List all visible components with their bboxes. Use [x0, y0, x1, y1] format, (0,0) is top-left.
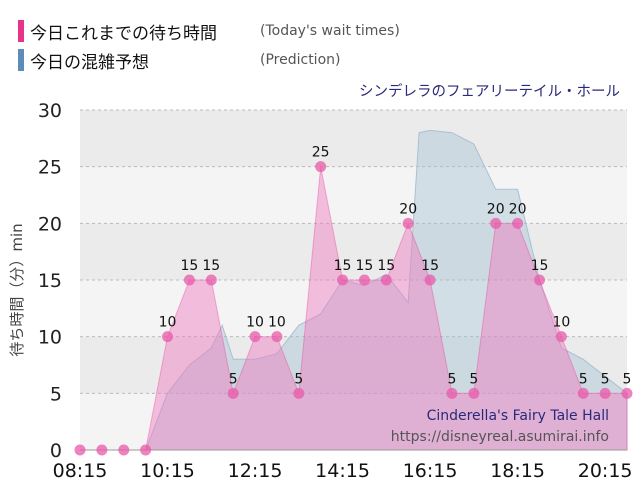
data-point	[315, 161, 327, 173]
data-point	[140, 444, 152, 456]
data-point	[424, 274, 436, 286]
y-tick-label: 30	[38, 100, 62, 122]
attraction-title-en: Cinderella's Fairy Tale Hall	[427, 408, 609, 424]
data-label: 5	[601, 371, 610, 387]
data-point	[468, 387, 480, 399]
data-label: 5	[579, 371, 588, 387]
legend-forecast: 今日の混雑予想	[18, 48, 149, 73]
x-tick-label: 14:15	[315, 460, 370, 482]
legend-actual-title: 今日これまでの待ち時間	[30, 23, 217, 44]
data-label: 5	[469, 371, 478, 387]
data-label: 20	[487, 201, 505, 217]
y-tick-label: 20	[38, 213, 62, 235]
data-label: 15	[180, 258, 198, 274]
x-tick-label: 10:15	[140, 460, 195, 482]
data-label: 15	[334, 258, 352, 274]
data-label: 15	[421, 258, 439, 274]
y-tick-label: 10	[38, 327, 62, 349]
data-point	[358, 274, 370, 286]
data-point	[96, 444, 108, 456]
y-tick-label: 0	[50, 440, 62, 462]
data-point	[533, 274, 545, 286]
legend-actual-swatch	[18, 20, 24, 42]
data-point	[205, 274, 217, 286]
data-label: 10	[552, 315, 570, 331]
data-point	[577, 387, 589, 399]
attraction-title-jp: シンデレラのフェアリーテイル・ホール	[359, 82, 620, 100]
data-label: 5	[229, 371, 238, 387]
data-label: 10	[246, 315, 264, 331]
legend-actual: 今日これまでの待ち時間	[18, 19, 217, 44]
x-tick-label: 12:15	[228, 460, 283, 482]
data-point	[621, 387, 633, 399]
legend-actual-note: (Today's wait times)	[260, 23, 400, 39]
y-tick-label: 15	[38, 270, 62, 292]
grid-lines	[80, 109, 627, 394]
data-point	[271, 331, 283, 343]
grid-band	[80, 110, 627, 167]
data-point	[162, 331, 174, 343]
x-tick-label: 18:15	[490, 460, 545, 482]
data-label: 10	[159, 315, 177, 331]
data-label: 25	[312, 145, 330, 161]
data-point	[402, 217, 414, 229]
data-label: 15	[531, 258, 549, 274]
y-tick-label: 25	[38, 157, 62, 179]
data-point	[337, 274, 349, 286]
actual-area	[80, 166, 628, 451]
data-point	[74, 444, 86, 456]
data-point	[249, 331, 261, 343]
data-label: 15	[356, 258, 374, 274]
x-tick-label: 16:15	[403, 460, 458, 482]
data-label: 20	[509, 201, 527, 217]
grid-band	[80, 223, 627, 280]
y-axis-label: 待ち時間（分）min	[8, 223, 26, 356]
data-label: 5	[623, 371, 632, 387]
data-point	[512, 217, 524, 229]
data-point	[555, 331, 567, 343]
data-point	[183, 274, 195, 286]
data-point	[293, 387, 305, 399]
y-tick-label: 5	[50, 383, 62, 405]
forecast-area	[144, 129, 628, 451]
data-label: 15	[202, 258, 220, 274]
series-areas	[80, 129, 628, 451]
data-label: 5	[294, 371, 303, 387]
credit-url: https://disneyreal.asumirai.info	[391, 429, 609, 445]
data-point	[227, 387, 239, 399]
data-point	[490, 217, 502, 229]
data-label: 20	[399, 201, 417, 217]
data-label: 15	[377, 258, 395, 274]
legend-forecast-title: 今日の混雑予想	[30, 52, 149, 73]
data-label: 5	[447, 371, 456, 387]
data-point	[118, 444, 130, 456]
legend-forecast-note: (Prediction)	[260, 52, 341, 68]
legend-forecast-swatch	[18, 49, 24, 71]
x-tick-label: 20:15	[578, 460, 633, 482]
data-point	[599, 387, 611, 399]
grid-band	[80, 336, 627, 394]
data-point	[446, 387, 458, 399]
data-point	[380, 274, 392, 286]
data-label: 10	[268, 315, 286, 331]
x-tick-label: 08:15	[53, 460, 108, 482]
axes: 0 5 10 15 20 25 30 08:15 10:15 12:15 14:15 16:15 18:…	[38, 100, 633, 482]
